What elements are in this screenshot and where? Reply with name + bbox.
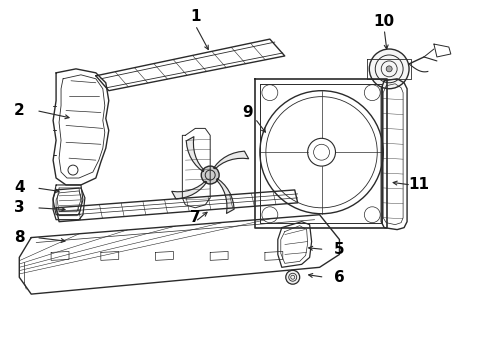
Polygon shape	[186, 137, 204, 171]
Text: 9: 9	[243, 105, 253, 120]
Text: 7: 7	[190, 210, 200, 225]
Text: 11: 11	[409, 177, 430, 193]
Text: 1: 1	[190, 9, 200, 24]
Circle shape	[201, 166, 219, 184]
Text: 4: 4	[14, 180, 24, 195]
Circle shape	[286, 270, 300, 284]
Text: 8: 8	[14, 230, 24, 245]
Circle shape	[369, 49, 409, 89]
Text: 5: 5	[334, 242, 345, 257]
Text: 10: 10	[374, 14, 395, 29]
Text: 2: 2	[14, 103, 24, 118]
Polygon shape	[217, 179, 234, 213]
Text: 3: 3	[14, 200, 24, 215]
Polygon shape	[172, 181, 207, 199]
Text: 6: 6	[334, 270, 345, 285]
Circle shape	[386, 66, 392, 72]
Polygon shape	[214, 151, 248, 169]
